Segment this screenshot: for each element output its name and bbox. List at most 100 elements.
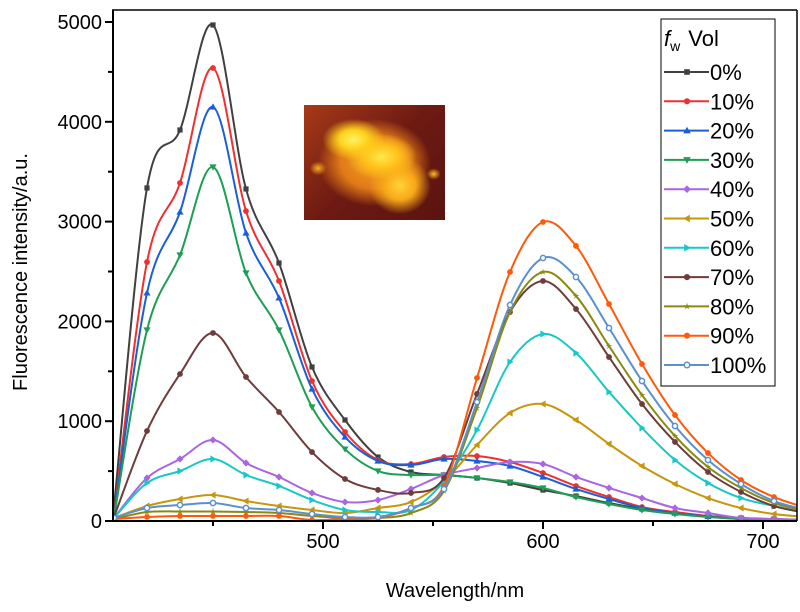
- legend: fw Vol 0% 10% 20% 30% 40% 50% 60% 70% 80% 90% 100%: [660, 18, 776, 387]
- legend-marker: [683, 361, 691, 369]
- data-point: [441, 475, 447, 481]
- data-point: [209, 499, 217, 507]
- data-point: [704, 509, 712, 517]
- data-point: [473, 464, 481, 472]
- data-point: [144, 428, 150, 434]
- data-point: [704, 463, 712, 470]
- legend-label: 40%: [710, 177, 754, 202]
- legend-marker: [683, 332, 691, 339]
- data-point: [374, 504, 381, 512]
- data-point: [341, 498, 349, 506]
- data-point: [572, 273, 580, 281]
- data-point: [242, 504, 250, 512]
- x-tick-label: 500: [306, 531, 339, 553]
- data-point: [606, 301, 612, 307]
- data-point: [473, 457, 481, 464]
- data-point: [639, 424, 646, 432]
- data-point: [342, 476, 348, 482]
- data-point: [341, 433, 349, 440]
- data-point: [176, 501, 184, 509]
- data-point: [308, 510, 316, 518]
- data-point: [606, 354, 612, 360]
- legend-item: 80%: [664, 294, 754, 319]
- data-point: [408, 490, 414, 496]
- axes: 500 600 700 0 1000 2000 3000 4000 5000: [58, 9, 798, 553]
- data-point: [704, 514, 712, 521]
- data-point: [375, 454, 381, 460]
- data-point: [276, 482, 283, 490]
- data-point: [177, 371, 183, 377]
- legend-marker: [683, 157, 691, 164]
- data-point: [671, 511, 679, 518]
- legend-item: 90%: [664, 324, 754, 349]
- series-line: [113, 270, 797, 520]
- data-point: [704, 494, 711, 502]
- data-point: [672, 439, 678, 445]
- data-point: [539, 460, 547, 468]
- data-point: [209, 103, 217, 110]
- data-point: [276, 278, 282, 284]
- data-point: [638, 507, 646, 514]
- data-point: [639, 361, 645, 367]
- data-point: [408, 469, 414, 475]
- data-point: [177, 127, 183, 133]
- data-point: [605, 495, 613, 502]
- data-point: [672, 456, 679, 464]
- data-point: [341, 446, 349, 453]
- legend-title-subscript: w: [669, 38, 681, 54]
- data-point: [375, 508, 382, 516]
- legend-label: 10%: [710, 89, 754, 114]
- data-point: [243, 471, 250, 479]
- series-line: [113, 166, 797, 522]
- legend-title: fw Vol: [664, 26, 719, 54]
- data-point: [605, 440, 612, 448]
- legend-marker: [683, 214, 690, 223]
- data-point: [243, 208, 249, 214]
- series-layer: [113, 22, 797, 522]
- legend-label: 70%: [710, 265, 754, 290]
- series-line: [113, 332, 797, 519]
- legend-label: 50%: [710, 207, 754, 232]
- data-point: [770, 497, 778, 505]
- data-point: [374, 513, 382, 521]
- data-point: [539, 254, 547, 262]
- data-point: [474, 375, 480, 381]
- data-point: [242, 508, 250, 515]
- data-point: [275, 294, 283, 301]
- legend-label: 30%: [710, 148, 754, 173]
- data-point: [638, 462, 645, 470]
- legend-item: 100%: [664, 353, 766, 378]
- data-point: [572, 416, 579, 424]
- data-point: [540, 278, 546, 284]
- legend-item: 10%: [664, 89, 754, 114]
- data-point: [737, 504, 744, 512]
- data-point: [309, 364, 315, 370]
- y-tick-label: 5000: [58, 12, 103, 34]
- data-point: [143, 289, 151, 296]
- data-point: [440, 485, 448, 493]
- data-point: [210, 65, 216, 71]
- data-point: [176, 252, 184, 259]
- data-point: [671, 422, 679, 430]
- data-point: [672, 412, 678, 418]
- y-tick-label: 1000: [58, 411, 103, 433]
- data-point: [177, 513, 183, 519]
- data-point: [243, 513, 249, 519]
- data-point: [342, 506, 349, 514]
- data-point: [143, 327, 151, 334]
- legend-item: 20%: [664, 119, 754, 144]
- data-point: [276, 260, 282, 266]
- data-point: [704, 456, 712, 464]
- data-point: [309, 496, 316, 504]
- data-point: [473, 441, 480, 449]
- data-point: [506, 308, 514, 315]
- data-point: [276, 513, 282, 519]
- data-point: [407, 461, 415, 468]
- data-point: [210, 22, 216, 28]
- data-point: [737, 480, 745, 488]
- data-point: [308, 385, 316, 392]
- data-point: [474, 426, 481, 434]
- data-point: [606, 388, 613, 396]
- data-point: [176, 455, 184, 463]
- legend-label: 20%: [710, 119, 754, 144]
